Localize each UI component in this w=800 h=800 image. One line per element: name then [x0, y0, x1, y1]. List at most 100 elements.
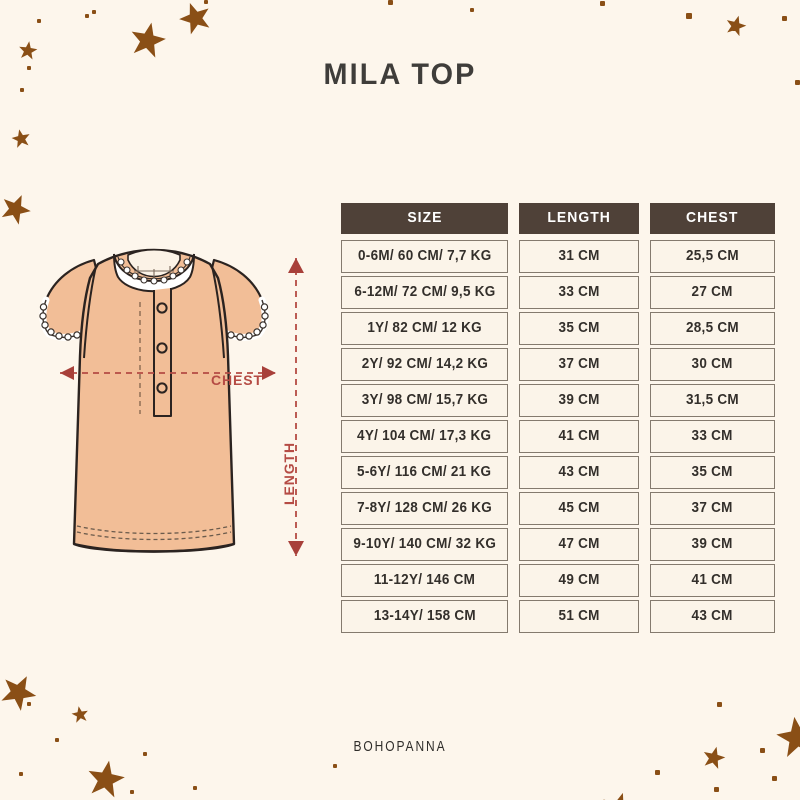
length-cell: 33 CM — [519, 276, 639, 309]
length-cell: 51 CM — [519, 600, 639, 633]
table-row: 3Y/ 98 CM/ 15,7 KG 39 CM 31,5 CM — [341, 384, 775, 417]
star-dot — [55, 738, 59, 742]
star-dot — [388, 0, 393, 5]
chest-measurement-label: CHEST — [211, 372, 263, 388]
chest-cell-text: 37 CM — [691, 500, 734, 516]
star-dot — [37, 19, 41, 23]
length-cell: 45 CM — [519, 492, 639, 525]
size-cell-text: 9-10Y/ 140 CM/ 32 KG — [353, 536, 496, 552]
length-cell-text: 49 CM — [558, 572, 600, 588]
chest-cell: 31,5 CM — [650, 384, 775, 417]
column-header-length: LENGTH — [519, 203, 639, 234]
column-header-chest-text: CHEST — [686, 209, 739, 226]
table-row: 1Y/ 82 CM/ 12 KG 35 CM 28,5 CM — [341, 312, 775, 345]
chest-cell: 37 CM — [650, 492, 775, 525]
star-dot — [655, 770, 660, 775]
length-cell-text: 47 CM — [558, 536, 600, 552]
size-cell-text: 2Y/ 92 CM/ 14,2 KG — [361, 356, 488, 372]
length-cell-text: 39 CM — [558, 392, 600, 408]
size-cell-text: 5-6Y/ 116 CM/ 21 KG — [357, 464, 492, 480]
length-cell: 39 CM — [519, 384, 639, 417]
chest-cell: 30 CM — [650, 348, 775, 381]
star-dot — [714, 787, 719, 792]
column-header-length-text: LENGTH — [547, 209, 611, 226]
chest-cell: 28,5 CM — [650, 312, 775, 345]
star-dot — [333, 764, 337, 768]
star-icon — [603, 792, 635, 800]
table-row: 0-6M/ 60 CM/ 7,7 KG 31 CM 25,5 CM — [341, 240, 775, 273]
length-cell-text: 43 CM — [558, 464, 600, 480]
star-dot — [27, 702, 31, 706]
size-cell: 5-6Y/ 116 CM/ 21 KG — [341, 456, 508, 489]
chest-cell-text: 39 CM — [691, 536, 734, 552]
size-cell-text: 4Y/ 104 CM/ 17,3 KG — [357, 428, 492, 444]
size-cell-text: 7-8Y/ 128 CM/ 26 KG — [357, 500, 492, 516]
column-header-size-text: SIZE — [406, 209, 443, 226]
length-cell-text: 33 CM — [558, 284, 600, 300]
length-cell-text: 31 CM — [558, 248, 600, 264]
chest-cell-text: 30 CM — [691, 356, 734, 372]
table-row: 11-12Y/ 146 CM 49 CM 41 CM — [341, 564, 775, 597]
chest-cell-text: 27 CM — [691, 284, 734, 300]
length-cell: 37 CM — [519, 348, 639, 381]
size-cell-text: 13-14Y/ 158 CM — [373, 608, 476, 624]
length-cell: 41 CM — [519, 420, 639, 453]
length-cell: 31 CM — [519, 240, 639, 273]
star-dot — [204, 0, 208, 4]
size-cell: 6-12M/ 72 CM/ 9,5 KG — [341, 276, 508, 309]
chest-cell: 25,5 CM — [650, 240, 775, 273]
length-cell: 47 CM — [519, 528, 639, 561]
size-cell-text: 1Y/ 82 CM/ 12 KG — [367, 320, 482, 336]
length-cell: 49 CM — [519, 564, 639, 597]
table-row: 9-10Y/ 140 CM/ 32 KG 47 CM 39 CM — [341, 528, 775, 561]
length-cell-text: 41 CM — [558, 428, 600, 444]
size-cell: 11-12Y/ 146 CM — [341, 564, 508, 597]
length-cell-text: 51 CM — [558, 608, 600, 624]
star-icon — [776, 716, 800, 757]
chest-cell: 39 CM — [650, 528, 775, 561]
star-dot — [732, 26, 737, 31]
chest-cell-text: 41 CM — [691, 572, 734, 588]
size-cell-text: 11-12Y/ 146 CM — [373, 572, 476, 588]
table-row: 5-6Y/ 116 CM/ 21 KG 43 CM 35 CM — [341, 456, 775, 489]
star-icon — [11, 129, 30, 148]
star-icon — [1, 676, 37, 711]
size-cell: 7-8Y/ 128 CM/ 26 KG — [341, 492, 508, 525]
table-row: 6-12M/ 72 CM/ 9,5 KG 33 CM 27 CM — [341, 276, 775, 309]
length-measurement-label: LENGTH — [281, 442, 297, 505]
chest-cell-text: 33 CM — [691, 428, 734, 444]
table-row: 2Y/ 92 CM/ 14,2 KG 37 CM 30 CM — [341, 348, 775, 381]
garment-illustration — [39, 248, 269, 553]
chest-cell: 41 CM — [650, 564, 775, 597]
length-cell-text: 35 CM — [558, 320, 600, 336]
table-row: 4Y/ 104 CM/ 17,3 KG 41 CM 33 CM — [341, 420, 775, 453]
size-chart-table: SIZE LENGTH CHEST 0-6M/ 60 CM/ 7,7 KG 31 … — [341, 203, 775, 636]
star-dot — [717, 702, 722, 707]
size-cell: 4Y/ 104 CM/ 17,3 KG — [341, 420, 508, 453]
star-icon — [71, 706, 88, 723]
size-cell: 3Y/ 98 CM/ 15,7 KG — [341, 384, 508, 417]
table-header-row: SIZE LENGTH CHEST — [341, 203, 775, 234]
star-dot — [130, 790, 134, 794]
chest-cell-text: 31,5 CM — [686, 392, 739, 408]
column-header-size: SIZE — [341, 203, 508, 234]
size-cell: 9-10Y/ 140 CM/ 32 KG — [341, 528, 508, 561]
chest-cell-text: 43 CM — [691, 608, 734, 624]
column-header-chest: CHEST — [650, 203, 775, 234]
star-dot — [686, 13, 692, 19]
star-dot — [760, 748, 765, 753]
chest-cell-text: 35 CM — [691, 464, 734, 480]
chest-cell: 43 CM — [650, 600, 775, 633]
chest-cell-text: 25,5 CM — [686, 248, 739, 264]
star-dot — [782, 16, 787, 21]
table-body: 0-6M/ 60 CM/ 7,7 KG 31 CM 25,5 CM 6-12M/ 72… — [341, 240, 775, 633]
star-dot — [92, 10, 96, 14]
length-cell: 35 CM — [519, 312, 639, 345]
star-icon — [1, 195, 31, 225]
size-cell: 13-14Y/ 158 CM — [341, 600, 508, 633]
size-cell: 2Y/ 92 CM/ 14,2 KG — [341, 348, 508, 381]
size-cell-text: 0-6M/ 60 CM/ 7,7 KG — [357, 248, 492, 264]
star-dot — [600, 1, 605, 6]
page-title: MILA TOP — [323, 58, 477, 91]
